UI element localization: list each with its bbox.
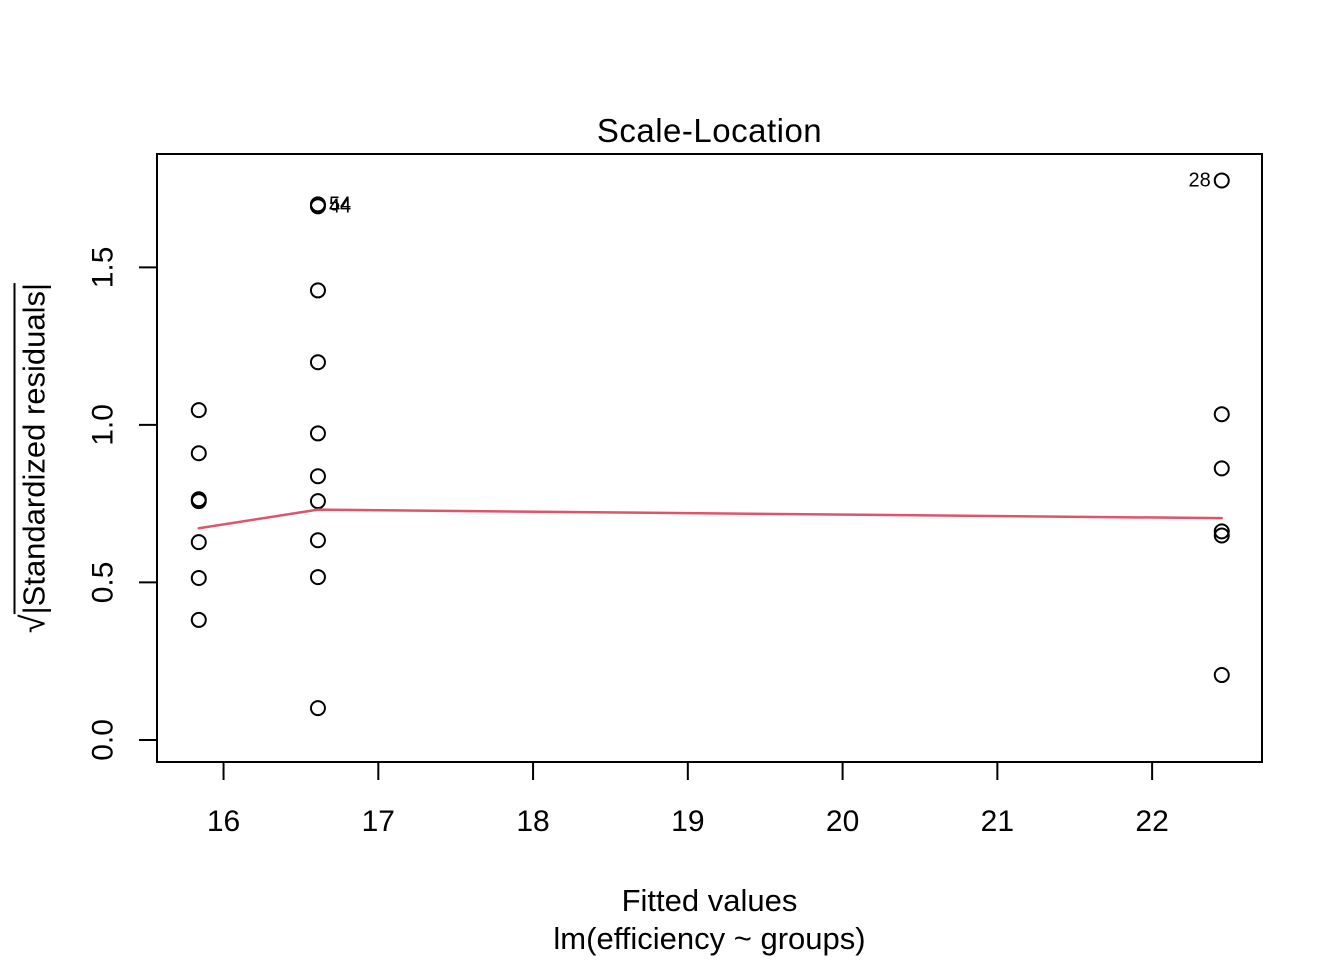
data-point <box>1213 527 1230 544</box>
data-point <box>309 354 326 371</box>
point-id-label: 44 <box>329 195 351 217</box>
data-point <box>190 445 207 462</box>
x-tick-label: 17 <box>362 805 395 838</box>
data-point <box>190 534 207 551</box>
data-point <box>1213 460 1230 477</box>
data-point <box>309 198 326 215</box>
data-point <box>309 468 326 485</box>
data-point <box>309 700 326 717</box>
x-axis-sublabel: lm(efficiency ~ groups) <box>553 921 866 956</box>
data-point <box>1213 667 1230 684</box>
x-tick-label: 19 <box>671 805 704 838</box>
y-tick-label: 0.0 <box>87 719 120 761</box>
smooth-line <box>197 508 1224 530</box>
x-axis-label: Fitted values <box>621 883 798 918</box>
data-point <box>309 532 326 549</box>
y-tick-label: 1.0 <box>87 404 120 446</box>
data-point <box>309 493 326 510</box>
data-point <box>1213 172 1230 189</box>
data-point <box>309 282 326 299</box>
x-tick-label: 22 <box>1135 805 1168 838</box>
data-point <box>190 402 207 419</box>
plot-title: Scale-Location <box>596 112 823 149</box>
point-id-label: 54 <box>329 193 351 215</box>
x-tick-label: 21 <box>981 805 1014 838</box>
x-tick-label: 18 <box>516 805 549 838</box>
point-id-label: 28 <box>1189 169 1211 191</box>
y-tick-label: 0.5 <box>87 562 120 604</box>
data-point <box>190 611 207 628</box>
data-point <box>190 493 207 510</box>
data-point <box>309 425 326 442</box>
x-tick-label: 16 <box>207 805 240 838</box>
y-tick-label: 1.5 <box>87 247 120 289</box>
data-point <box>1213 523 1230 540</box>
data-point <box>190 570 207 587</box>
x-tick-label: 20 <box>826 805 859 838</box>
data-point <box>1213 406 1230 423</box>
data-point <box>309 569 326 586</box>
plot-box <box>156 153 1263 763</box>
